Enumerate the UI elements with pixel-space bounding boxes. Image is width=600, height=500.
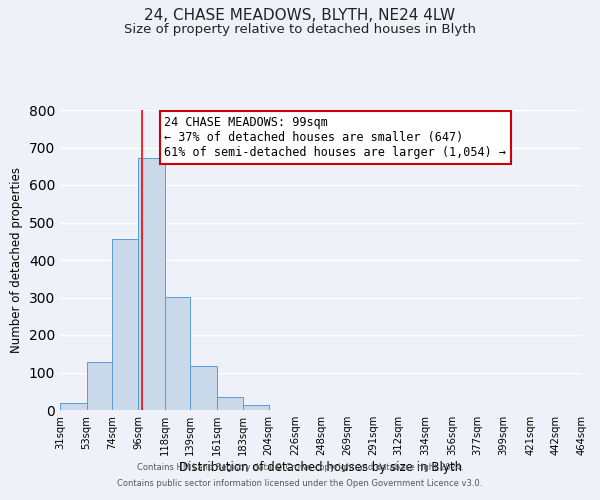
Bar	[243, 405, 269, 410]
Text: 24, CHASE MEADOWS, BLYTH, NE24 4LW: 24, CHASE MEADOWS, BLYTH, NE24 4LW	[145, 8, 455, 22]
Bar	[217, 397, 243, 410]
Bar	[60, 403, 86, 410]
Bar	[86, 362, 112, 410]
Text: Contains HM Land Registry data © Crown copyright and database right 2024.: Contains HM Land Registry data © Crown c…	[137, 464, 463, 472]
Text: Size of property relative to detached houses in Blyth: Size of property relative to detached ho…	[124, 22, 476, 36]
Bar	[139, 158, 165, 410]
Y-axis label: Number of detached properties: Number of detached properties	[10, 167, 23, 353]
Text: Contains public sector information licensed under the Open Government Licence v3: Contains public sector information licen…	[118, 478, 482, 488]
X-axis label: Distribution of detached houses by size in Blyth: Distribution of detached houses by size …	[179, 461, 463, 474]
Bar	[190, 366, 217, 410]
Text: 24 CHASE MEADOWS: 99sqm
← 37% of detached houses are smaller (647)
61% of semi-d: 24 CHASE MEADOWS: 99sqm ← 37% of detache…	[164, 116, 506, 159]
Bar	[112, 238, 139, 410]
Bar	[165, 297, 190, 410]
